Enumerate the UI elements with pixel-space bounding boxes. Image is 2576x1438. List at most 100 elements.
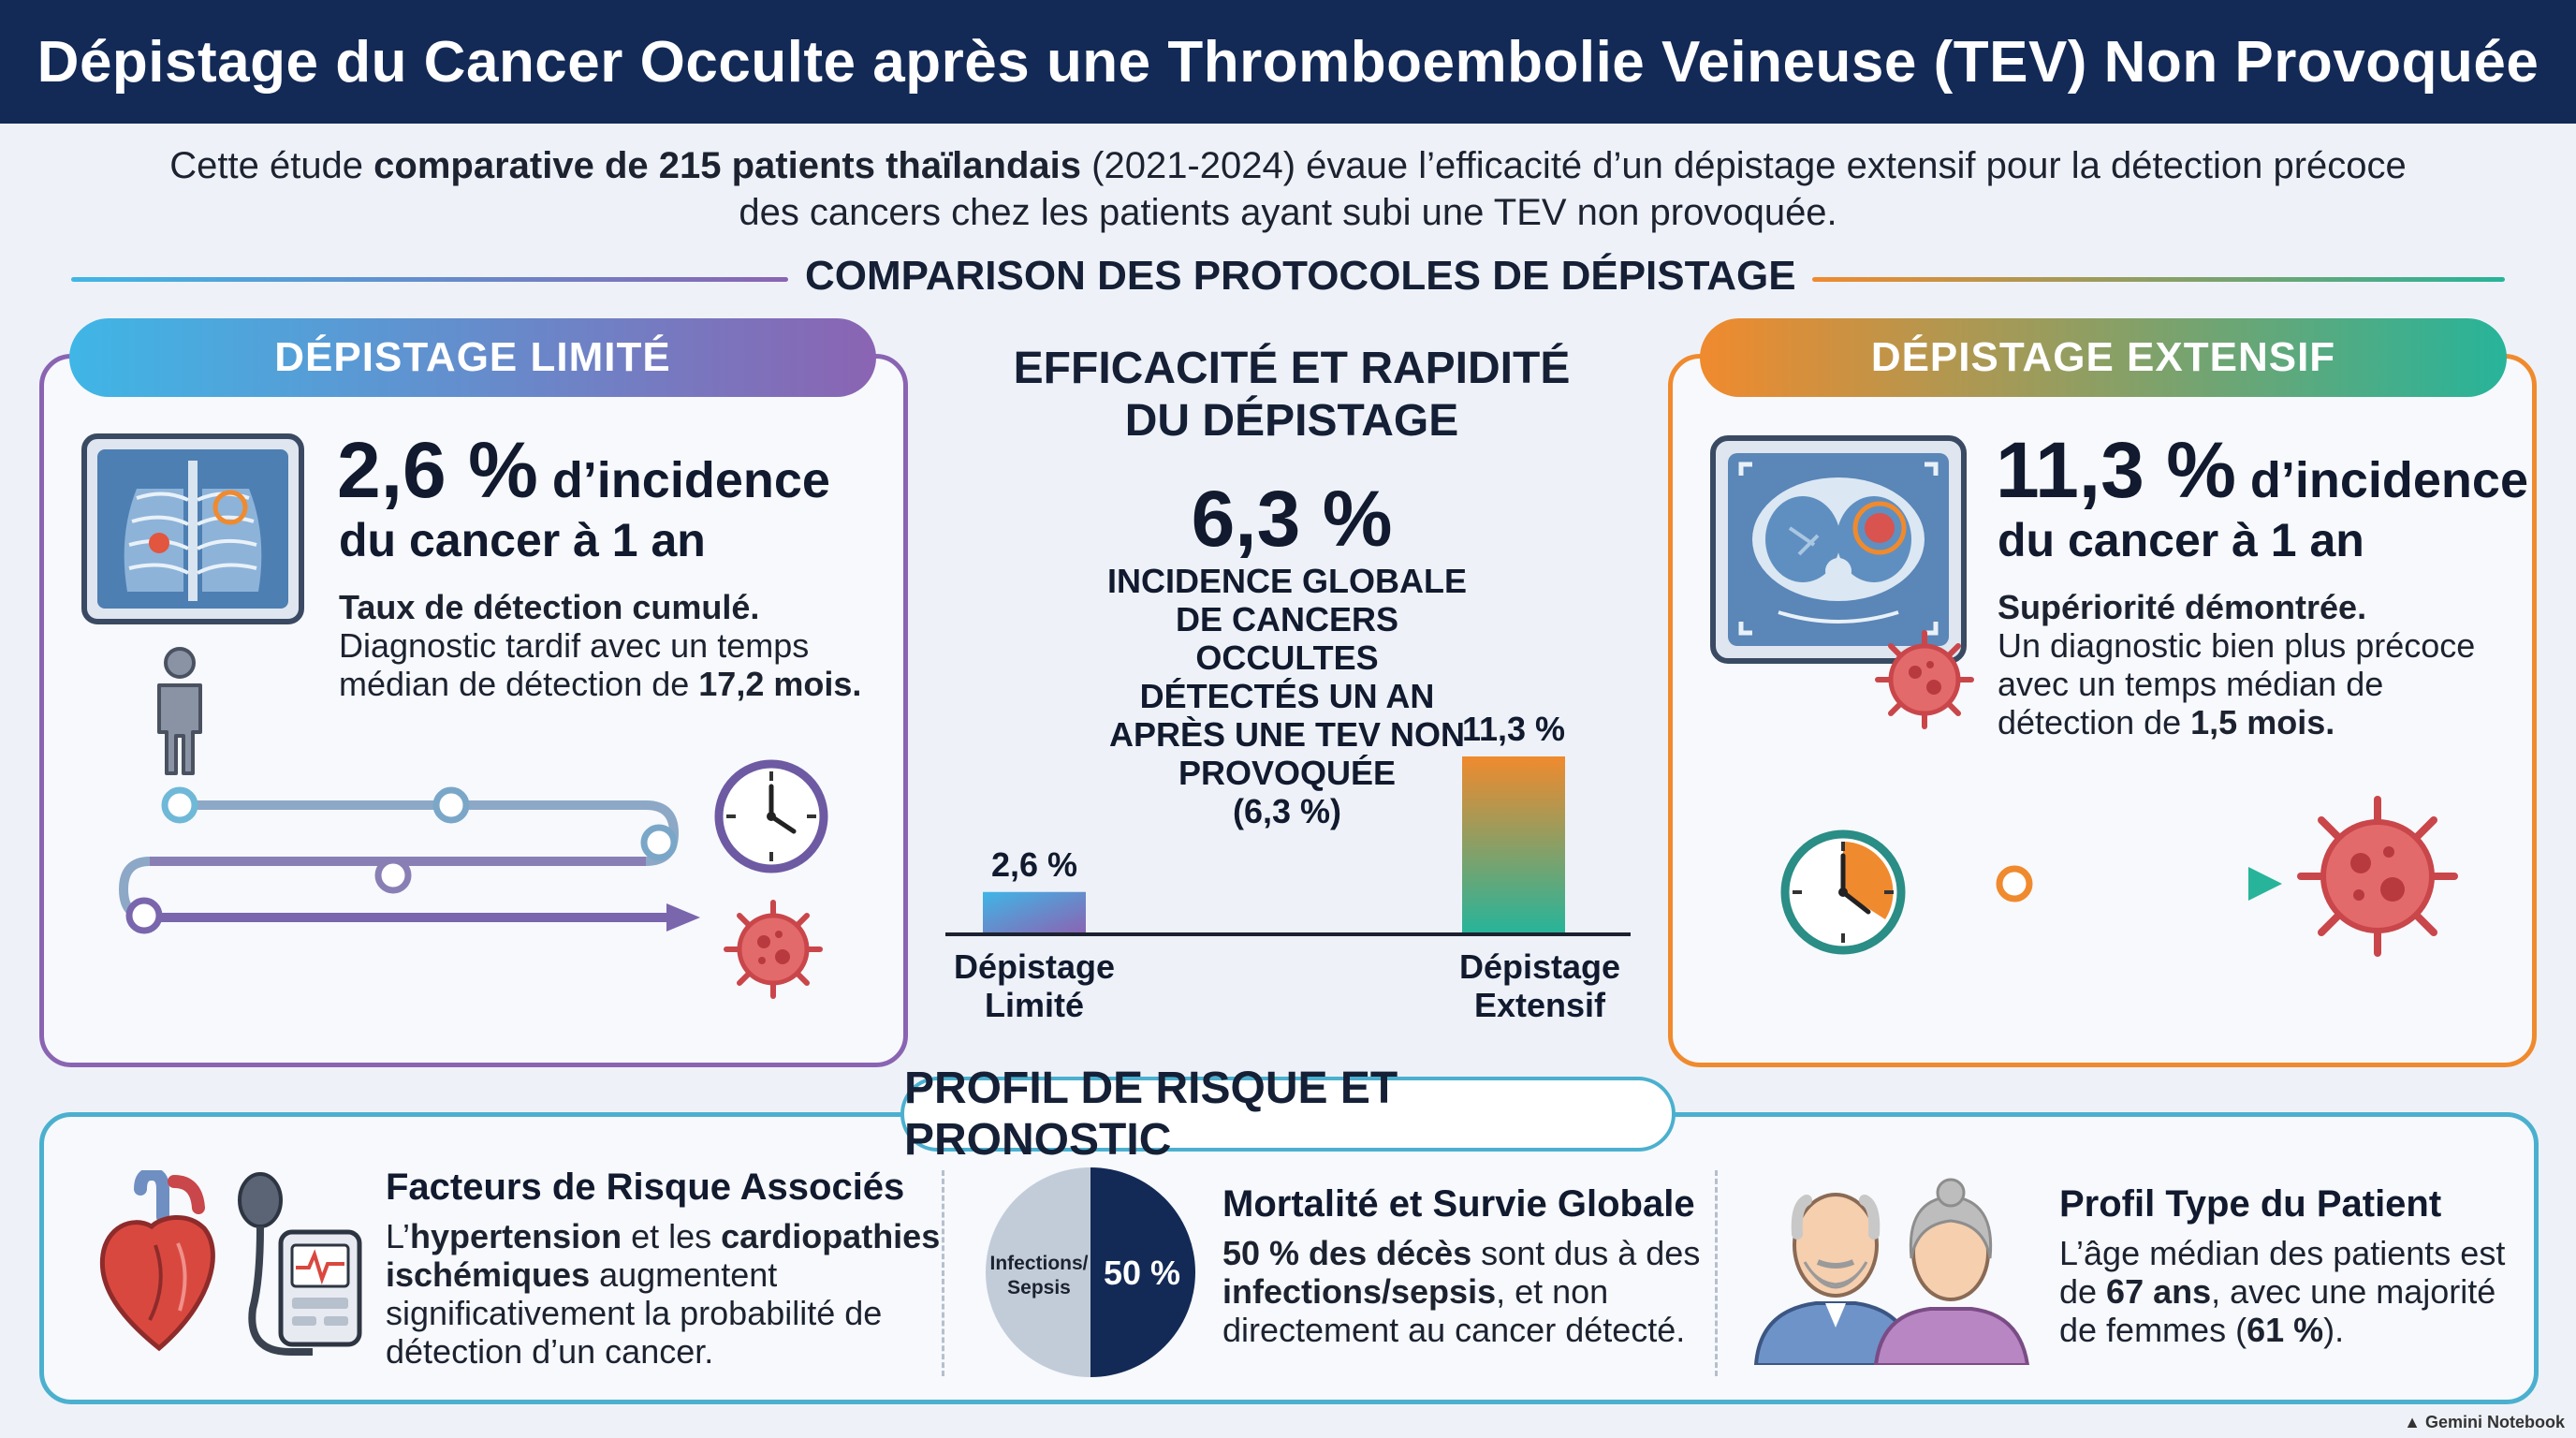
risk-factors-title: Facteurs de Risque Associés xyxy=(386,1167,905,1208)
caption-line: APRÈS UNE TEV NON xyxy=(1108,715,1466,754)
page-title: Dépistage du Cancer Occulte après une Th… xyxy=(37,29,2539,95)
extensive-pill: DÉPISTAGE EXTENSIF xyxy=(1700,318,2507,397)
middle-title: EFFICACITÉ ET RAPIDITÉ DU DÉPISTAGE xyxy=(955,343,1629,448)
x-tick-line: Limité xyxy=(984,986,1084,1024)
limited-stat-number: 2,6 % xyxy=(337,426,538,514)
caption-line: INCIDENCE GLOBALE xyxy=(1106,562,1467,600)
intro-bold: comparative de 215 patients thaïlandais xyxy=(373,145,1082,186)
profile-l2-suffix: , avec une majorité xyxy=(2211,1272,2496,1311)
caption-line: DE CANCERS OCCULTES xyxy=(1175,600,1399,677)
profile-text: L’âge médian des patients est de 67 ans,… xyxy=(2059,1234,2527,1349)
elderly-couple-icon xyxy=(1753,1178,2030,1365)
mortality-l1-suffix: sont dus à des xyxy=(1471,1234,1701,1272)
fast-arrow-icon xyxy=(1996,865,2282,902)
bar-limited xyxy=(983,891,1086,932)
clock-icon xyxy=(714,759,828,873)
caption-line: DÉTECTÉS UN AN xyxy=(1139,677,1435,715)
rf-cardiopathies: cardiopathies xyxy=(721,1217,941,1255)
profile-age: 67 ans xyxy=(2106,1272,2212,1311)
fast-clock-icon xyxy=(1780,829,1906,955)
divider-1 xyxy=(942,1170,944,1376)
profile-l1: L’âge médian des patients est xyxy=(2059,1234,2506,1272)
section-line-left xyxy=(71,277,788,282)
x-tick-line: Extensif xyxy=(1473,986,1606,1024)
header-bar: Dépistage du Cancer Occulte après une Th… xyxy=(0,0,2576,124)
rf-hypertension: hypertension xyxy=(410,1217,622,1255)
mortality-deaths: 50 % des décès xyxy=(1222,1234,1472,1272)
limited-pill: DÉPISTAGE LIMITÉ xyxy=(69,318,876,397)
extensive-desc-line4: détection de xyxy=(1998,703,2191,741)
mortality-l3: directement au cancer détecté. xyxy=(1222,1311,1686,1349)
extensive-stat-number: 11,3 % xyxy=(1996,426,2236,514)
mortality-title: Mortalité et Survie Globale xyxy=(1222,1183,1695,1225)
pie-label-sepsis: Sepsis xyxy=(1007,1277,1071,1299)
chest-xray-icon xyxy=(81,433,304,624)
limited-stat-line2: du cancer à 1 an xyxy=(339,514,706,566)
limited-desc-line3: médian de détection de xyxy=(339,665,699,703)
x-tick-line: Dépistage xyxy=(1458,947,1621,986)
x-tick-line: Dépistage xyxy=(953,947,1116,986)
intro-prefix: Cette étude xyxy=(169,145,374,186)
x-tick-extensive: Dépistage Extensif xyxy=(1442,947,1638,1024)
extensive-stat: 11,3 % d’incidence xyxy=(1996,425,2528,516)
gemini-logo-icon: ▲ xyxy=(2404,1413,2425,1431)
pie-label-infections: Infections/ xyxy=(989,1253,1088,1274)
bar-value-label-limited: 2,6 % xyxy=(990,844,1078,884)
ct-scan-icon xyxy=(1710,435,1967,664)
overall-caption: INCIDENCE GLOBALE DE CANCERS OCCULTES DÉ… xyxy=(1086,562,1488,830)
middle-title-line2: DU DÉPISTAGE xyxy=(1124,396,1459,446)
intro-line2: des cancers chez les patients ayant subi… xyxy=(739,192,1837,233)
extensive-desc-bold: Supériorité démontrée. xyxy=(1998,588,2367,626)
profile-l2-prefix: de xyxy=(2059,1272,2107,1311)
virus-large-icon xyxy=(2297,796,2458,957)
middle-title-line1: EFFICACITÉ ET RAPIDITÉ xyxy=(1013,344,1571,393)
caption-line: PROVOQUÉE xyxy=(1178,754,1397,792)
mortality-infections: infections/sepsis xyxy=(1222,1272,1497,1311)
pie-label-percent: 50 % xyxy=(1104,1254,1180,1292)
rf-l1-mid: et les xyxy=(622,1217,722,1255)
rf-l3: significativement la probabilité de xyxy=(386,1294,883,1332)
footer-brand: ▲ Gemini Notebook xyxy=(2404,1413,2565,1432)
pie-slice-infections xyxy=(986,1167,1090,1377)
virus-icon xyxy=(1875,630,1974,729)
intro-suffix: (2021-2024) évaue l’efficacité d’un dépi… xyxy=(1081,145,2407,186)
risk-panel xyxy=(39,1112,2539,1404)
limited-stat-rest: d’incidence xyxy=(537,452,830,508)
limited-description: Taux de détection cumulé. Diagnostic tar… xyxy=(339,588,900,703)
section-title-protocols: COMPARISON DES PROTOCOLES DE DÉPISTAGE xyxy=(805,253,1796,299)
mortality-pie-chart: Infections/ Sepsis 50 % xyxy=(986,1167,1195,1377)
intro-text: Cette étude comparative de 215 patients … xyxy=(140,142,2436,236)
extensive-stat-rest: d’incidence xyxy=(2235,452,2528,508)
rf-ischemiques: ischémiques xyxy=(386,1255,591,1294)
rf-l4: détection d’un cancer. xyxy=(386,1332,714,1371)
profile-title: Profil Type du Patient xyxy=(2059,1183,2442,1225)
caption-line: (6,3 %) xyxy=(1232,792,1342,830)
rf-l2-suffix: augmentent xyxy=(590,1255,778,1294)
incidence-bar-chart xyxy=(945,756,1631,936)
x-tick-limited: Dépistage Limité xyxy=(936,947,1133,1024)
extensive-desc-months: 1,5 mois. xyxy=(2190,703,2335,741)
person-icon xyxy=(157,647,202,775)
profile-l3-prefix: de femmes ( xyxy=(2059,1311,2247,1349)
risk-section-title: PROFIL DE RISQUE ET PRONOSTIC xyxy=(900,1064,1676,1165)
divider-2 xyxy=(1715,1170,1718,1376)
mortality-text: 50 % des décès sont dus à des infections… xyxy=(1222,1234,1709,1349)
profile-l3-suffix: ). xyxy=(2323,1311,2345,1349)
slow-timeline-path xyxy=(118,786,700,934)
blood-pressure-monitor-icon xyxy=(238,1172,362,1356)
limited-stat: 2,6 % d’incidence xyxy=(337,425,830,516)
virus-icon xyxy=(724,900,823,999)
extensive-description: Supériorité démontrée. Un diagnostic bie… xyxy=(1998,588,2522,741)
section-line-right xyxy=(1812,277,2505,282)
heart-icon xyxy=(99,1170,215,1352)
limited-desc-months: 17,2 mois. xyxy=(698,665,862,703)
risk-factors-text: L’hypertension et les cardiopathies isch… xyxy=(386,1217,947,1371)
mortality-l2-suffix: , et non xyxy=(1496,1272,1609,1311)
extensive-stat-line2: du cancer à 1 an xyxy=(1998,514,2364,566)
extensive-desc-line2: Un diagnostic bien plus précoce xyxy=(1998,626,2476,665)
rf-l1-prefix: L’ xyxy=(386,1217,411,1255)
extensive-desc-line3: avec un temps médian de xyxy=(1998,665,2384,703)
footer-brand-text: Gemini Notebook xyxy=(2424,1413,2565,1431)
pie-slice-other xyxy=(1090,1167,1195,1377)
limited-desc-line2: Diagnostic tardif avec un temps xyxy=(339,626,810,665)
